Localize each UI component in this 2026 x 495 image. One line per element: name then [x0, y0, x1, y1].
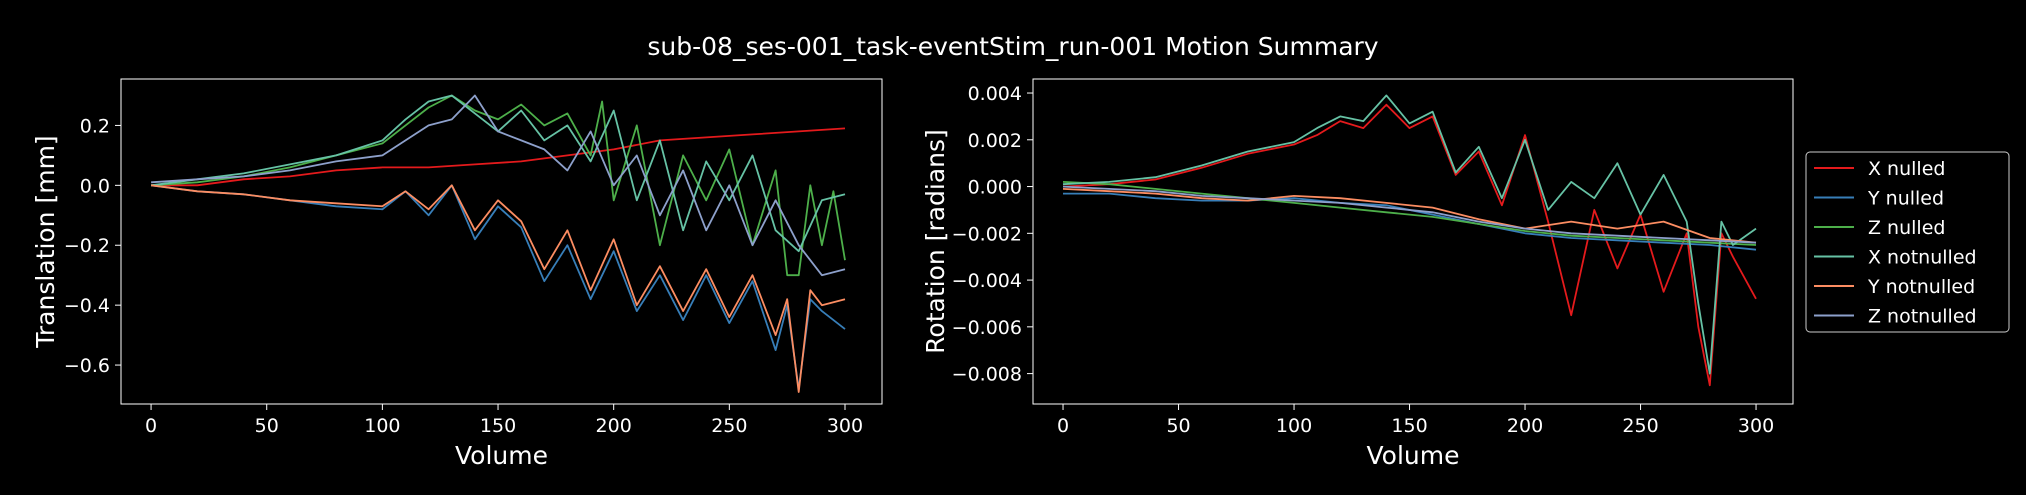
y-tick-label: −0.2	[64, 235, 110, 257]
series-line-z-notnulled	[151, 94, 846, 277]
legend-label: X notnulled	[1868, 247, 1977, 269]
x-tick-label: 50	[1166, 415, 1190, 437]
series-line-x-notnulled	[1062, 94, 1757, 375]
series-line-z-nulled	[151, 94, 846, 277]
rotation-chart: 0 50 100 150 200 250 300 −0.008 −0.006 −0.004 −0.0…	[921, 78, 1794, 470]
series-line-x-notnulled	[150, 94, 846, 253]
x-axis-label: Volume	[1367, 441, 1460, 470]
series-line-y-notnulled	[1062, 188, 1757, 244]
legend-box	[1805, 151, 2010, 333]
y-tick-label: −0.006	[952, 317, 1022, 339]
x-tick-label: 0	[1057, 415, 1069, 437]
y-tick-label: 0.2	[80, 115, 110, 137]
x-tick-label: 100	[1276, 415, 1312, 437]
axes-frame	[120, 78, 883, 405]
y-axis-label: Rotation [radians]	[921, 129, 950, 354]
x-tick-label: 50	[255, 415, 279, 437]
y-tick-label: 0.000	[968, 177, 1022, 199]
y-tick-label: 0.002	[968, 130, 1022, 152]
y-tick-label: 0.0	[80, 175, 110, 197]
x-tick-label: 150	[480, 415, 516, 437]
legend-label: X nulled	[1868, 158, 1945, 180]
y-tick-label: −0.4	[64, 295, 110, 317]
x-tick-label: 250	[711, 415, 747, 437]
figure-title: sub-08_ses-001_task-eventStim_run-001 Mo…	[647, 32, 1378, 61]
x-axis-label: Volume	[455, 441, 548, 470]
x-tick-label: 100	[364, 415, 400, 437]
axes-frame	[1032, 78, 1794, 405]
series-line-y-notnulled	[150, 184, 846, 393]
x-tick-label: 300	[1738, 415, 1774, 437]
legend-label: Z notnulled	[1868, 306, 1977, 328]
y-axis-label: Translation [mm]	[31, 135, 60, 348]
y-tick-label: −0.008	[952, 364, 1022, 386]
legend-label: Y nulled	[1867, 188, 1944, 210]
y-tick-label: −0.004	[952, 270, 1022, 292]
series-line-z-nulled	[1062, 181, 1757, 246]
x-tick-label: 250	[1622, 415, 1658, 437]
legend-label: Y notnulled	[1867, 276, 1975, 298]
x-tick-label: 200	[1507, 415, 1543, 437]
series-line-x-nulled	[151, 127, 846, 187]
chart-legend: X nulled Y nulled Z nulled X notnulled Y not…	[1805, 151, 2010, 333]
series-line-x-nulled	[1062, 103, 1757, 387]
x-tick-label: 150	[1391, 415, 1427, 437]
x-tick-label: 200	[596, 415, 632, 437]
x-tick-label: 0	[145, 415, 157, 437]
series-line-y-nulled	[150, 184, 846, 390]
y-tick-label: 0.004	[968, 83, 1022, 105]
y-tick-label: −0.002	[952, 223, 1022, 245]
translation-chart: 0 50 100 150 200 250 300 −0.6 −0.4 −0.2 0.0 0.2 Volu…	[31, 78, 883, 470]
series-line-z-notnulled	[1062, 185, 1757, 244]
x-tick-label: 300	[827, 415, 863, 437]
legend-label: Z nulled	[1868, 217, 1945, 239]
y-tick-label: −0.6	[64, 355, 110, 377]
